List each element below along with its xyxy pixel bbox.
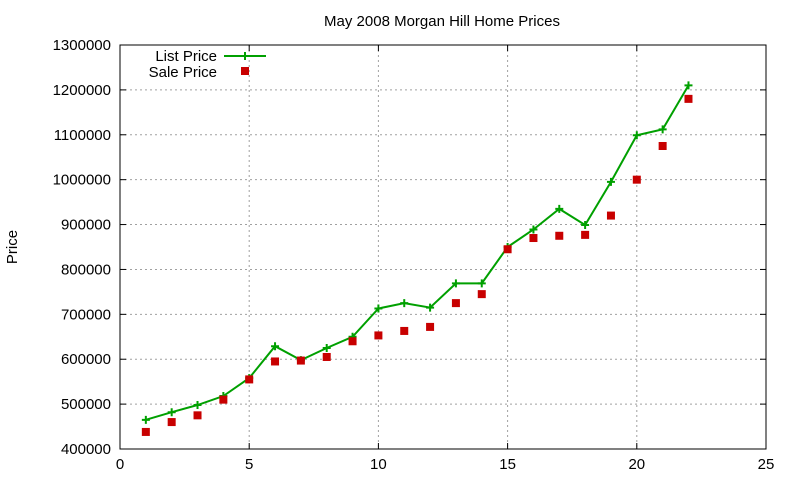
sale-price-point — [193, 411, 202, 420]
sale-price-point — [348, 337, 357, 346]
y-tick-label: 1300000 — [53, 37, 111, 54]
x-tick-label: 25 — [758, 456, 775, 473]
legend: List Price Sale Price — [149, 48, 266, 81]
sale-price-point — [581, 230, 590, 239]
y-tick-label: 500000 — [61, 396, 111, 413]
list-price-point — [581, 221, 590, 230]
plot-frame — [119, 44, 767, 450]
sale-price-point — [529, 234, 538, 243]
list-price-point — [322, 344, 331, 352]
x-tick-label: 20 — [628, 456, 645, 473]
list-price-point — [426, 303, 435, 312]
legend-marker-sale-price — [241, 67, 249, 75]
sale-price-point — [245, 375, 254, 384]
y-tick-label: 1000000 — [53, 172, 111, 189]
list-price-line — [145, 84, 690, 421]
sale-price-point — [451, 299, 460, 308]
list-price-point — [193, 401, 202, 410]
sale-price-point — [632, 175, 641, 184]
sale-price-point — [503, 245, 512, 254]
sale-price-point — [219, 395, 228, 404]
y-tick-label: 1100000 — [54, 127, 111, 144]
sale-price-point — [167, 418, 176, 427]
sale-price-point — [477, 290, 486, 299]
sale-price-point — [555, 231, 564, 240]
sale-price-point — [606, 211, 615, 220]
list-price-point — [555, 204, 564, 213]
x-tick-label: 10 — [370, 456, 387, 473]
list-price-point — [658, 125, 667, 134]
sale-price-point — [658, 142, 667, 150]
sale-price-point — [374, 331, 383, 340]
list-price-point — [374, 304, 383, 313]
list-price-point — [400, 299, 409, 308]
sale-price-point — [141, 427, 150, 436]
y-tick-label: 700000 — [61, 306, 111, 323]
x-tick-label: 5 — [245, 456, 253, 473]
y-axis-label: Price — [4, 230, 21, 264]
list-price-point — [606, 177, 615, 186]
sale-price-point — [322, 352, 331, 361]
legend-label-list-price: List Price — [155, 48, 217, 65]
legend-marker-list-price — [241, 52, 249, 60]
list-price-point — [271, 342, 280, 351]
list-price-point — [167, 408, 176, 417]
data-series — [141, 81, 693, 436]
list-price-point — [141, 415, 150, 424]
list-price-point — [529, 225, 538, 234]
sale-price-point — [400, 326, 409, 335]
legend-label-sale-price: Sale Price — [149, 64, 217, 81]
x-tick-label: 15 — [499, 456, 516, 473]
y-tick-label: 900000 — [61, 217, 111, 234]
y-tick-label: 400000 — [61, 441, 111, 458]
y-tick-label: 600000 — [61, 351, 111, 368]
list-price-point — [632, 131, 641, 140]
chart-title: May 2008 Morgan Hill Home Prices — [324, 13, 560, 30]
y-tick-label: 1200000 — [53, 82, 111, 99]
grid-lines — [120, 45, 766, 449]
list-price-point — [684, 81, 693, 90]
sale-price-point — [296, 356, 305, 365]
sale-price-point — [684, 94, 693, 103]
list-price-point — [451, 279, 460, 288]
sale-price-point — [426, 322, 435, 331]
x-tick-label: 0 — [116, 456, 124, 473]
list-price-point — [477, 279, 486, 288]
y-tick-label: 800000 — [61, 261, 111, 278]
axis-ticks: 0 5 10 15 20 25 400000 500000 600000 700000 800000… — [53, 37, 775, 473]
sale-price-point — [271, 357, 280, 366]
